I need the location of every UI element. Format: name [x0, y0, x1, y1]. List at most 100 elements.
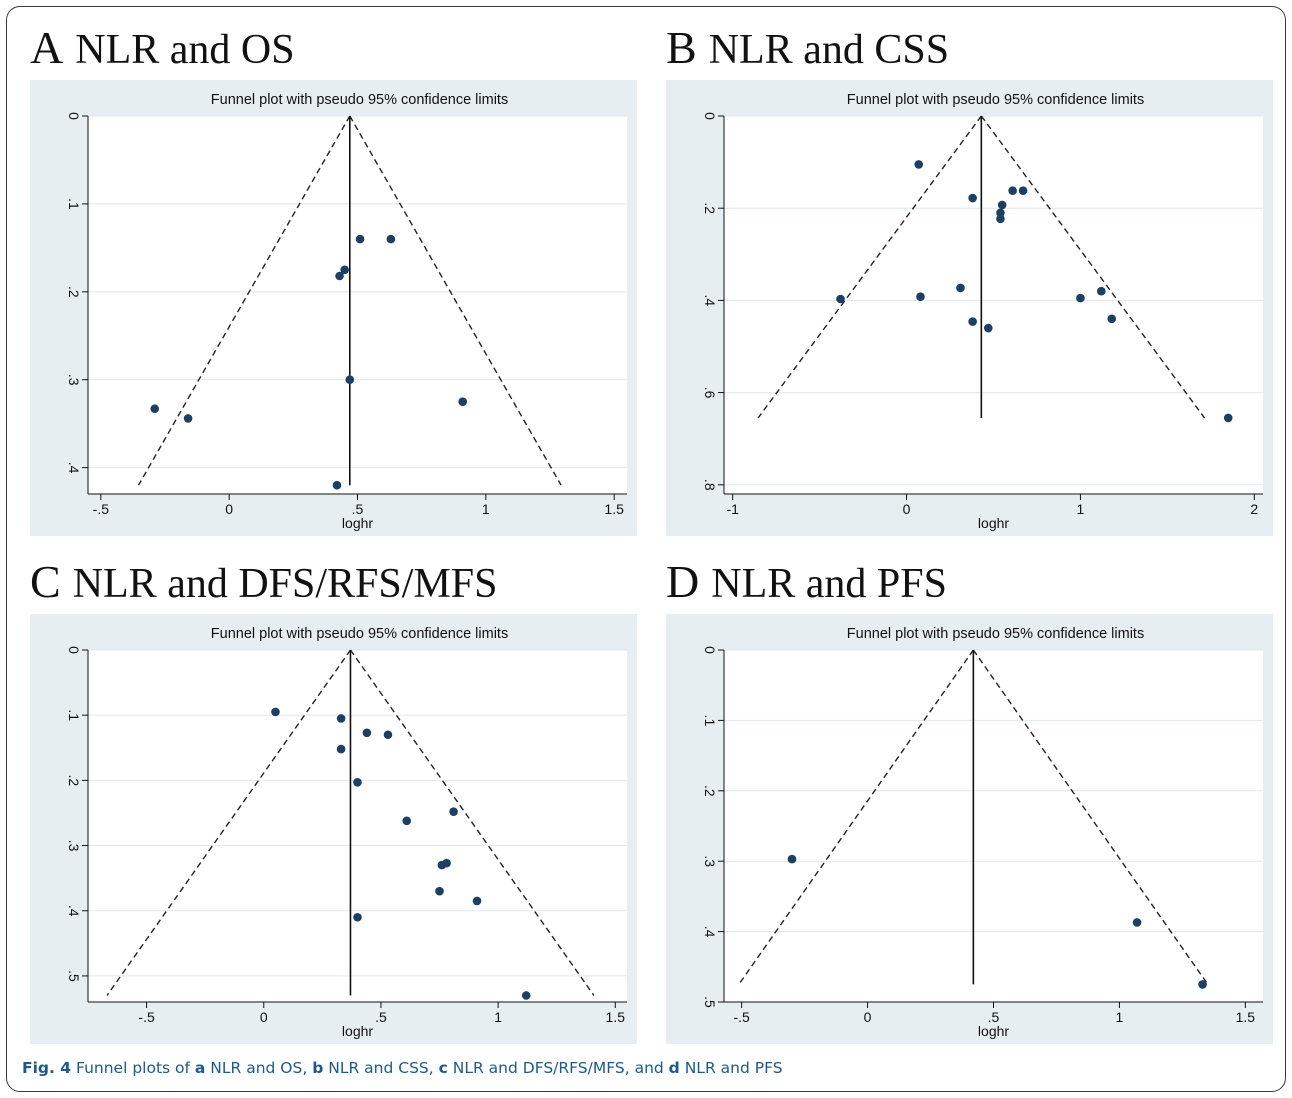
x-tick-label: 0	[903, 501, 911, 517]
study-point	[983, 323, 993, 333]
panel-c-heading: C NLR and DFS/RFS/MFS	[30, 552, 498, 612]
study-point	[521, 991, 531, 1000]
panel-c-letter: C	[30, 556, 61, 607]
study-point	[956, 283, 965, 293]
x-tick-label: 0	[260, 1009, 268, 1025]
y-tick-label: .3	[66, 840, 82, 852]
chart-title: Funnel plot with pseudo 95% confidence l…	[211, 626, 508, 642]
caption-fragment: NLR and CSS,	[323, 1059, 439, 1077]
funnel-plot-a: Funnel plot with pseudo 95% confidence l…	[30, 80, 637, 536]
y-tick-label: .1	[702, 715, 718, 727]
panel-a-plot: Funnel plot with pseudo 95% confidence l…	[30, 80, 637, 536]
study-point	[1008, 186, 1017, 195]
chart-title: Funnel plot with pseudo 95% confidence l…	[847, 626, 1144, 642]
study-point	[1198, 980, 1207, 989]
panel-b-plot: Funnel plot with pseudo 95% confidence l…	[666, 80, 1273, 536]
y-tick-label: 0	[66, 646, 82, 654]
study-point	[472, 896, 482, 906]
study-point	[914, 160, 924, 169]
chart-title: Funnel plot with pseudo 95% confidence l…	[847, 92, 1144, 108]
study-point	[997, 200, 1007, 210]
x-axis-label: loghr	[342, 515, 373, 531]
study-point	[787, 854, 797, 864]
x-tick-label: 1.5	[1236, 1009, 1256, 1025]
panel-b-title: NLR and CSS	[708, 27, 950, 73]
study-point	[336, 744, 346, 754]
panel-a-title: NLR and OS	[75, 27, 295, 73]
study-point	[1097, 286, 1106, 296]
study-point	[968, 193, 977, 203]
y-tick-label: .1	[66, 198, 82, 210]
x-tick-label: 1.5	[604, 501, 624, 517]
x-tick-label: 1	[1116, 1009, 1124, 1025]
panel-c-plot: Funnel plot with pseudo 95% confidence l…	[30, 614, 637, 1044]
study-point	[449, 807, 458, 816]
caption-label: Fig. 4	[22, 1059, 72, 1077]
x-tick-label: 1	[494, 1009, 502, 1025]
x-axis-label: loghr	[978, 1023, 1009, 1039]
y-tick-label: .8	[702, 479, 718, 491]
x-tick-label: 1	[482, 501, 490, 517]
funnel-lower-limit-line	[106, 649, 352, 996]
x-tick-label: -.5	[733, 1009, 750, 1025]
study-point	[383, 730, 393, 740]
study-point	[386, 234, 396, 244]
x-tick-label: .5	[352, 501, 364, 517]
y-tick-label: .4	[66, 462, 82, 474]
study-point	[150, 404, 160, 414]
plot-area	[724, 650, 1263, 1002]
funnel-plot-c: Funnel plot with pseudo 95% confidence l…	[30, 614, 637, 1044]
x-tick-label: .5	[375, 1009, 387, 1025]
study-point	[1076, 293, 1085, 303]
x-tick-label: -.5	[138, 1009, 155, 1025]
y-tick-label: .3	[66, 374, 82, 386]
study-point	[362, 728, 372, 738]
y-tick-label: .5	[66, 970, 82, 982]
study-point	[1018, 186, 1028, 195]
study-point	[355, 234, 365, 244]
study-point	[271, 707, 280, 717]
x-axis-label: loghr	[342, 1023, 373, 1039]
x-tick-label: 2	[1250, 501, 1258, 517]
funnel-lower-limit-line	[757, 115, 982, 419]
y-tick-label: 0	[702, 112, 718, 120]
funnel-plot-b: Funnel plot with pseudo 95% confidence l…	[666, 80, 1273, 536]
panel-d-title: NLR and PFS	[711, 561, 947, 607]
x-tick-label: 0	[864, 1009, 872, 1025]
y-tick-label: .2	[702, 785, 718, 797]
panel-c-title: NLR and DFS/RFS/MFS	[72, 561, 498, 607]
x-tick-label: 0	[225, 501, 233, 517]
y-tick-label: .6	[702, 387, 718, 399]
y-tick-label: .4	[66, 905, 82, 917]
x-tick-label: 1.5	[606, 1009, 626, 1025]
y-tick-label: 0	[702, 646, 718, 654]
study-point	[996, 214, 1005, 224]
funnel-upper-limit-line	[349, 115, 562, 486]
funnel-lower-limit-line	[137, 115, 351, 486]
study-point	[353, 912, 362, 922]
x-tick-label: 1	[1077, 501, 1085, 517]
plot-area	[88, 650, 627, 1002]
panel-b-letter: B	[666, 22, 697, 73]
plot-area	[724, 116, 1263, 494]
y-tick-label: .4	[702, 926, 718, 938]
panel-a-heading: A NLR and OS	[30, 18, 295, 78]
study-point	[1107, 314, 1117, 324]
funnel-plot-d: Funnel plot with pseudo 95% confidence l…	[666, 614, 1273, 1044]
study-point	[836, 294, 845, 304]
y-tick-label: .4	[702, 295, 718, 307]
study-point	[1132, 918, 1142, 927]
funnel-upper-limit-line	[349, 649, 595, 996]
study-point	[996, 208, 1005, 218]
y-tick-label: .2	[66, 775, 82, 787]
panel-d-plot: Funnel plot with pseudo 95% confidence l…	[666, 614, 1273, 1044]
y-tick-label: .3	[702, 855, 718, 867]
y-tick-label: 0	[66, 112, 82, 120]
study-point	[335, 271, 344, 281]
funnel-upper-limit-line	[980, 115, 1206, 419]
panel-d-letter: D	[666, 556, 700, 607]
y-tick-label: .2	[702, 202, 718, 214]
caption-text: Funnel plots of a NLR and OS, b NLR and …	[71, 1059, 783, 1077]
study-point	[336, 714, 346, 723]
y-tick-label: .1	[66, 709, 82, 721]
